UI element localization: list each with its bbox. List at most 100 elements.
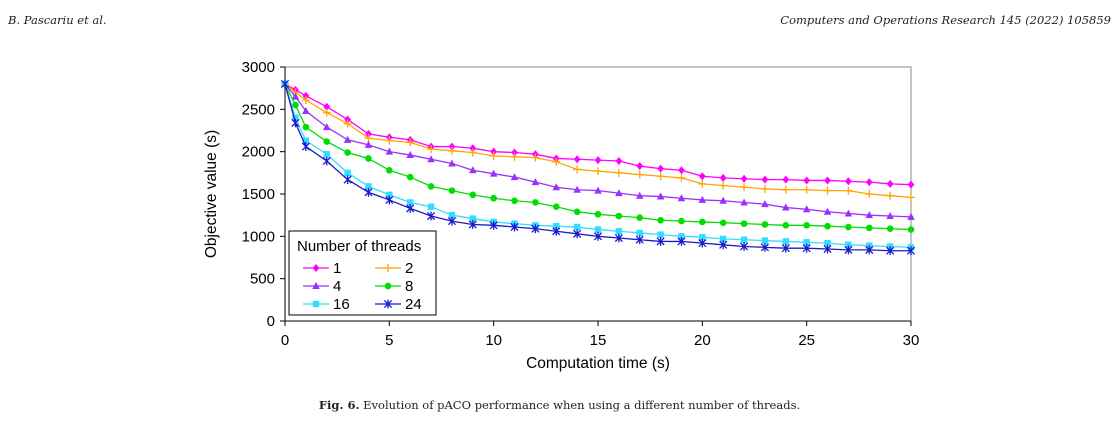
data-point [614, 168, 623, 177]
data-point [782, 203, 790, 211]
data-point [469, 191, 477, 199]
data-point [636, 229, 643, 237]
figure-caption: Fig. 6. Evolution of pACO performance wh… [0, 398, 1119, 412]
x-tick-label: 10 [485, 332, 502, 349]
data-point [448, 187, 456, 194]
data-point [886, 191, 895, 200]
data-point [552, 183, 561, 191]
data-point [782, 222, 790, 229]
data-point [427, 155, 435, 163]
data-point [782, 175, 790, 184]
x-tick-label: 15 [590, 332, 607, 349]
legend-swatch-marker [312, 264, 320, 272]
data-point [886, 225, 894, 233]
data-point [761, 221, 769, 228]
data-point [865, 211, 874, 219]
legend-item: 8 [375, 278, 413, 295]
legend-item: 16 [303, 296, 350, 313]
data-point [489, 169, 498, 177]
data-point [865, 190, 874, 198]
data-point [824, 239, 831, 247]
data-point [365, 155, 372, 162]
data-point [615, 212, 623, 220]
data-point [386, 166, 393, 174]
data-point [553, 222, 560, 230]
data-point [292, 114, 299, 121]
data-point [781, 243, 790, 253]
data-point [719, 196, 727, 204]
data-point [865, 245, 874, 255]
series-line [284, 83, 912, 231]
data-point [823, 244, 832, 254]
legend-swatch-marker [384, 264, 392, 272]
legend-swatch-marker [312, 300, 320, 308]
data-point [511, 197, 518, 205]
data-point [594, 211, 602, 218]
data-point [656, 237, 665, 246]
data-point [719, 173, 727, 182]
series-24-threads [280, 79, 916, 256]
data-point [865, 178, 873, 187]
data-point [614, 233, 623, 243]
data-point [760, 184, 769, 193]
data-point [364, 134, 373, 143]
data-point [573, 155, 581, 164]
data-point [489, 151, 498, 160]
data-point [740, 236, 748, 243]
data-point [406, 138, 415, 147]
data-point [677, 173, 686, 182]
y-tick-label: 2500 [242, 101, 275, 118]
data-point [468, 148, 477, 157]
data-point [364, 140, 373, 148]
data-point [886, 179, 894, 188]
data-point [344, 169, 351, 177]
data-point [886, 212, 894, 220]
data-point [677, 194, 686, 202]
data-point [761, 200, 769, 208]
running-header-authors: B. Pascariu et al. [8, 13, 107, 27]
data-point [824, 222, 831, 230]
data-point [427, 145, 436, 154]
x-tick-label: 30 [903, 332, 920, 349]
data-point [552, 203, 560, 210]
objective-vs-time-chart: 0 500 1000 1500 2000 2500 3000 0 5 10 15 20 25 30 Com… [203, 59, 920, 372]
legend-label: 8 [405, 278, 413, 295]
data-point [635, 235, 644, 245]
data-point [594, 156, 602, 165]
legend-item: 1 [303, 260, 341, 277]
x-tick-label: 0 [281, 332, 289, 349]
data-point [322, 123, 331, 131]
data-point [699, 233, 706, 241]
data-point [802, 243, 811, 253]
data-point [740, 242, 749, 251]
data-point [615, 228, 623, 235]
data-point [386, 191, 393, 199]
data-point [510, 173, 519, 181]
data-point [510, 152, 519, 161]
series-line [284, 83, 912, 186]
data-point [322, 156, 331, 166]
data-point [301, 96, 310, 105]
data-point [740, 198, 748, 206]
data-point [845, 241, 852, 248]
data-point [573, 165, 582, 174]
data-point [594, 226, 602, 233]
data-point [531, 178, 540, 186]
data-point [907, 180, 915, 189]
data-point [720, 235, 727, 243]
legend-item: 4 [303, 278, 341, 295]
x-tick-label: 5 [385, 332, 393, 349]
data-point [699, 218, 706, 226]
data-point [573, 229, 582, 239]
data-point [719, 240, 728, 250]
y-tick-label: 2000 [242, 144, 275, 161]
data-point [657, 231, 664, 238]
data-point [302, 137, 310, 144]
data-point [302, 123, 310, 131]
data-point [865, 224, 873, 232]
data-point [636, 214, 644, 222]
series-line [284, 83, 912, 248]
data-point [427, 183, 435, 190]
data-point [740, 174, 748, 183]
